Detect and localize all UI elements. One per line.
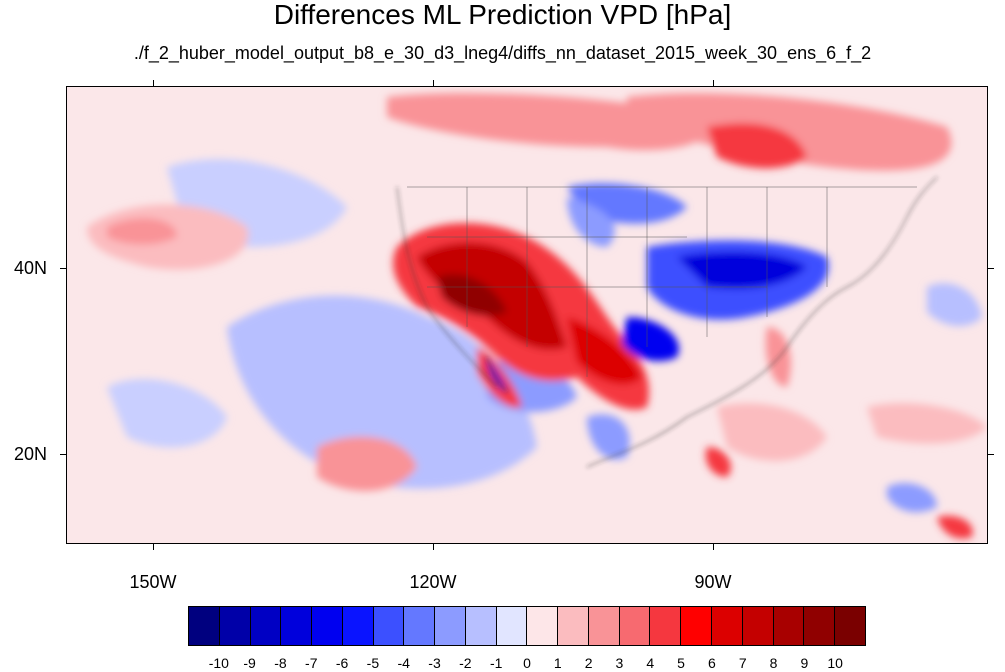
colorbar-label: -3 (428, 655, 441, 671)
colorbar (188, 606, 866, 646)
colorbar-label: -2 (459, 655, 472, 671)
colorbar-label: 7 (738, 655, 747, 671)
colorbar-swatch (835, 607, 865, 645)
colorbar-swatch (527, 607, 559, 645)
colorbar-swatch (650, 607, 682, 645)
colorbar-label: -6 (335, 655, 349, 671)
colorbar-swatch (312, 607, 343, 645)
colorbar-swatch (558, 607, 589, 645)
colorbar-label: 0 (523, 655, 531, 671)
x-tick-90w-top (713, 80, 714, 86)
colorbar-swatch (496, 607, 528, 645)
y-tick-40n (60, 268, 66, 269)
colorbar-label: -5 (366, 655, 380, 671)
map-subtitle: ./f_2_huber_model_output_b8_e_30_d3_lneg… (133, 43, 872, 63)
map-plot-area (66, 86, 988, 544)
colorbar-label: 3 (615, 655, 624, 671)
map-title: Differences ML Prediction VPD [hPa] (273, 0, 732, 30)
colorbar-label: 4 (646, 655, 655, 671)
colorbar-label: -1 (489, 655, 503, 671)
colorbar-swatch (588, 607, 620, 645)
y-label-40n: 40N (14, 258, 48, 278)
colorbar-label: 1 (553, 655, 562, 671)
colorbar-label: -7 (305, 655, 318, 671)
colorbar-swatch (373, 607, 405, 645)
state-borders (407, 186, 917, 377)
colorbar-label: -4 (397, 655, 410, 671)
colorbar-label: 8 (769, 655, 778, 671)
colorbar-label: 9 (800, 655, 809, 671)
y-tick-20n (60, 454, 66, 455)
colorbar-swatch (404, 607, 436, 645)
x-label-90w: 90W (694, 572, 732, 592)
coastlines (396, 176, 938, 468)
x-tick-120w (433, 544, 434, 550)
field-anomalies (87, 93, 987, 539)
colorbar-label: 6 (708, 655, 716, 671)
x-tick-150w-top (153, 80, 154, 86)
colorbar-label: 10 (827, 655, 843, 671)
y-tick-20n-right (988, 454, 994, 455)
colorbar-swatch (219, 607, 251, 645)
colorbar-label: -8 (274, 655, 287, 671)
colorbar-swatch (435, 607, 466, 645)
colorbar-swatch (804, 607, 836, 645)
colorbar-swatch (681, 607, 713, 645)
colorbar-label: 2 (584, 655, 593, 671)
colorbar-swatch (773, 607, 805, 645)
x-tick-120w-top (433, 80, 434, 86)
x-tick-150w (153, 544, 154, 550)
colorbar-swatch (189, 607, 220, 645)
colorbar-swatch (250, 607, 282, 645)
colorbar-label: -9 (243, 655, 256, 671)
colorbar-swatch (465, 607, 497, 645)
colorbar-swatch (342, 607, 374, 645)
x-label-120w: 120W (409, 572, 457, 592)
colorbar-swatch (712, 607, 743, 645)
colorbar-swatch (281, 607, 313, 645)
x-tick-90w (713, 544, 714, 550)
colorbar-label: 5 (677, 655, 685, 671)
y-label-20n: 20N (14, 444, 48, 464)
colorbar-label: -10 (208, 655, 229, 671)
colorbar-swatch (742, 607, 774, 645)
colorbar-swatch (619, 607, 651, 645)
x-label-150w: 150W (129, 572, 177, 592)
vpd-difference-field (67, 87, 987, 543)
y-tick-40n-right (988, 268, 994, 269)
